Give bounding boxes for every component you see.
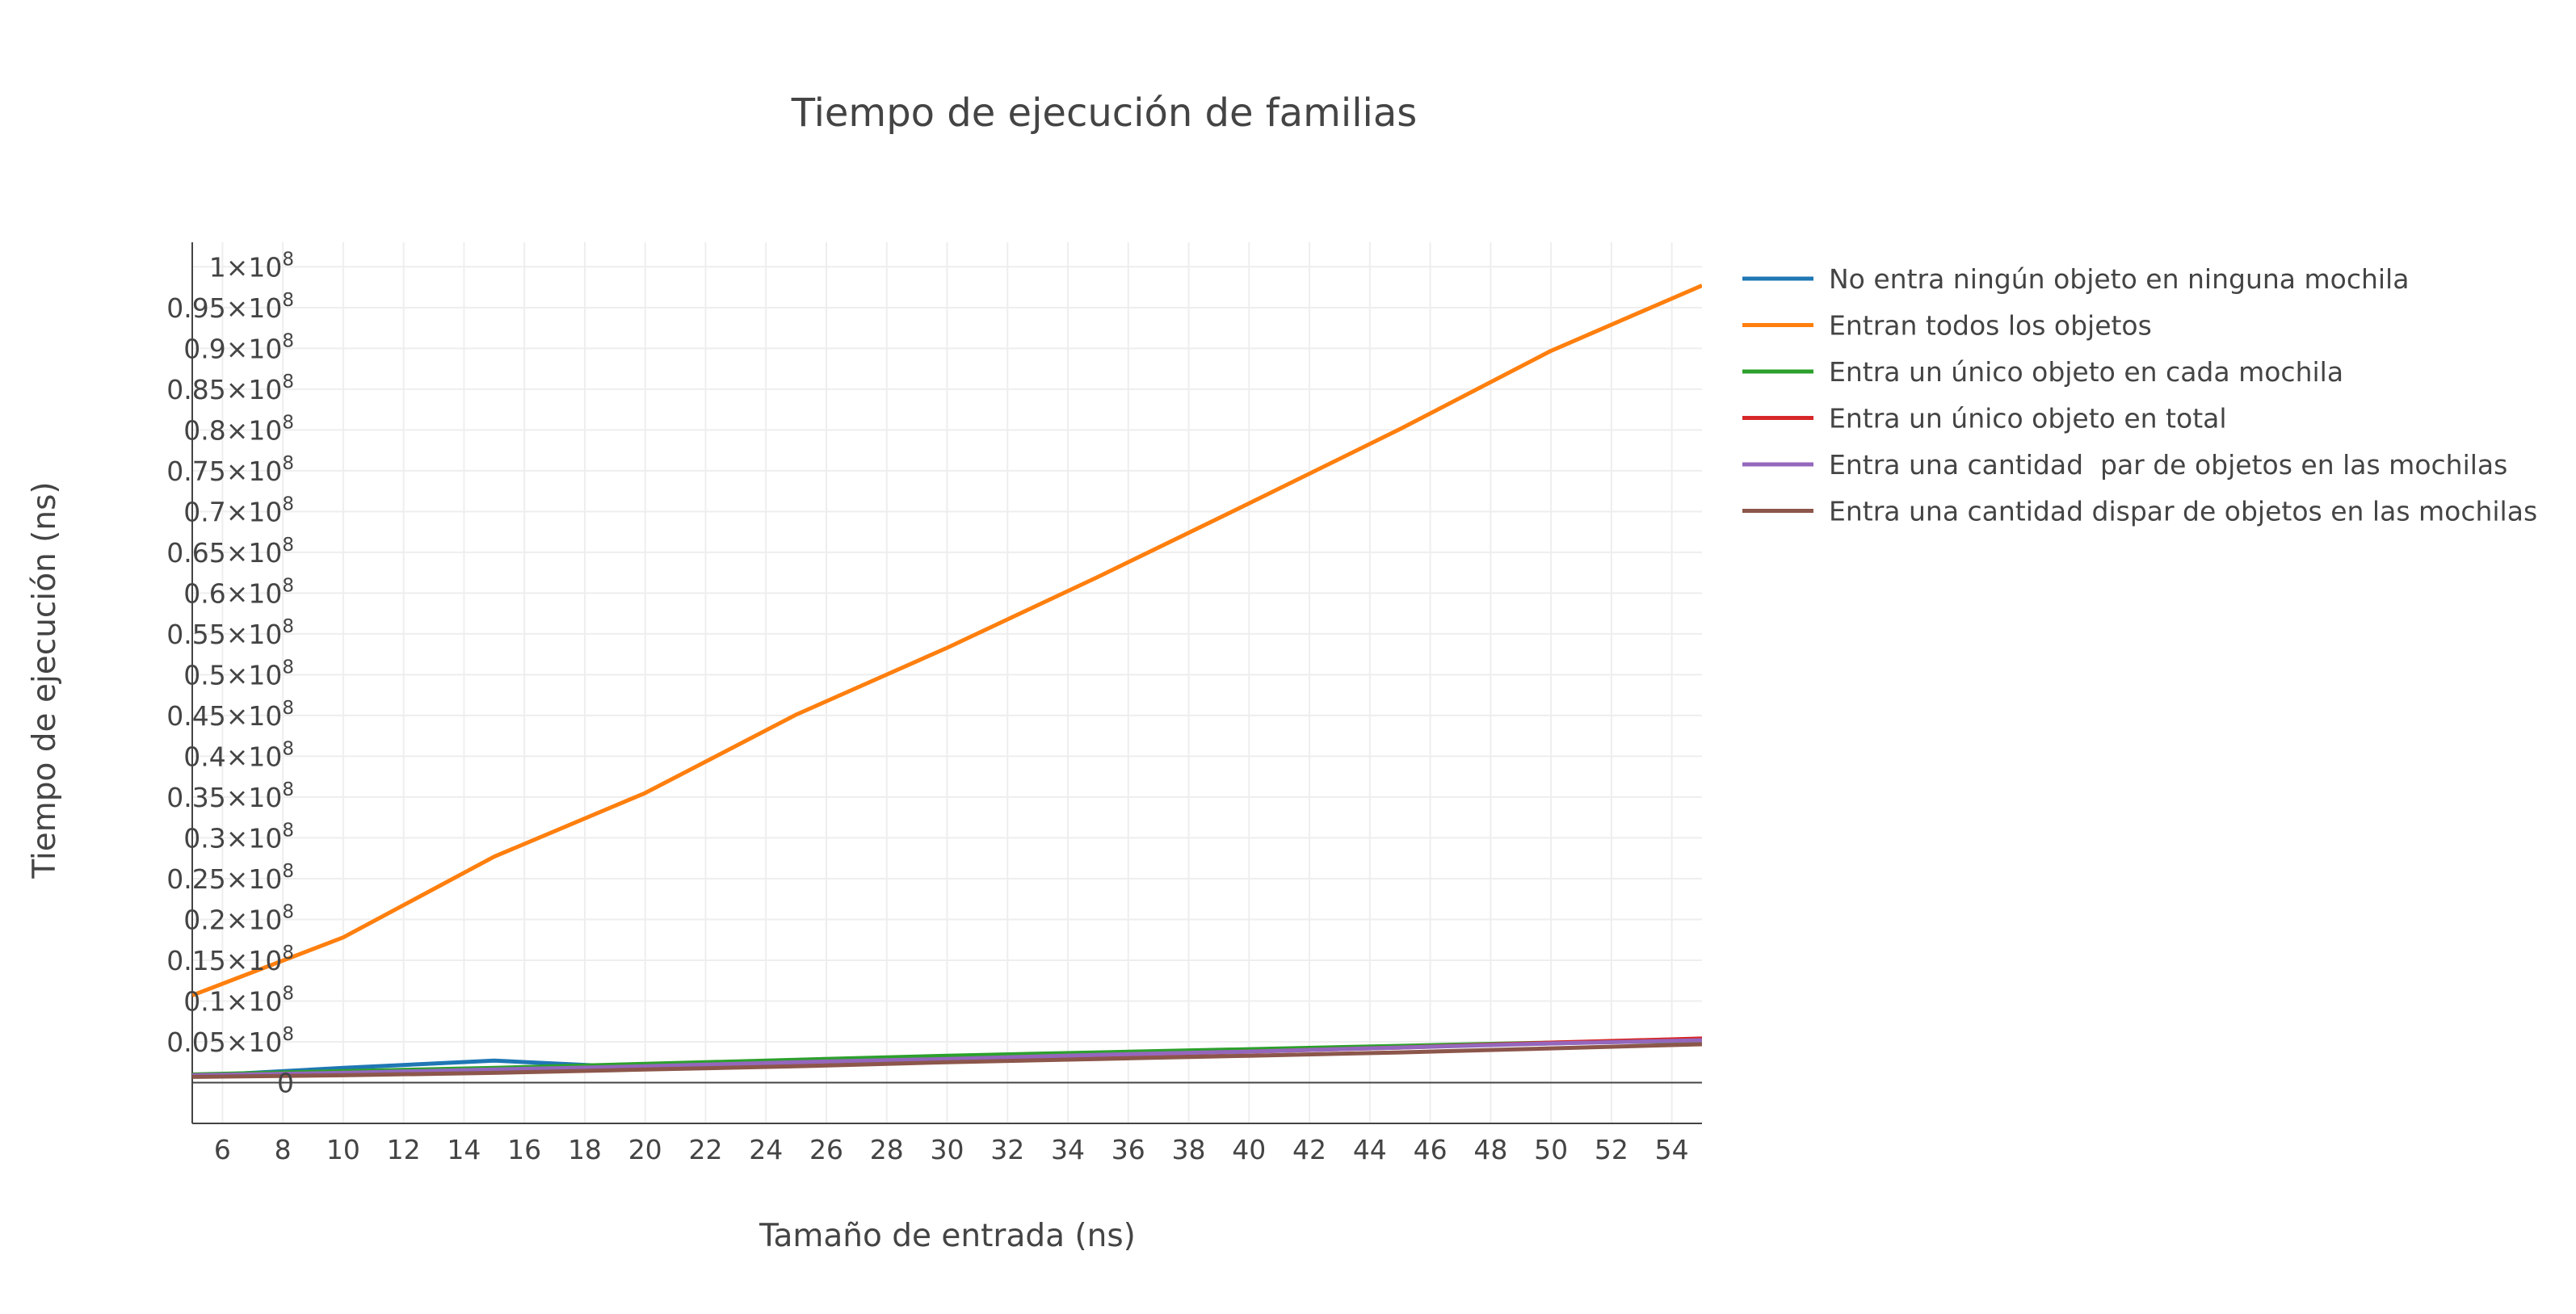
legend-label-0: No entra ningún objeto en ninguna mochil… [1829, 263, 2409, 295]
x-tick-label-12: 30 [931, 1134, 964, 1165]
y-tick-label-5: 0.25×108 [166, 861, 294, 895]
legend-label-3: Entra un único objeto en total [1829, 403, 2227, 435]
y-tick-label-2: 0.1×108 [183, 983, 294, 1017]
x-tick-label-23: 52 [1595, 1134, 1628, 1165]
series-line-1 [192, 283, 1702, 997]
x-tick-label-18: 42 [1292, 1134, 1326, 1165]
x-tick-label-1: 8 [275, 1134, 292, 1165]
y-tick-label-9: 0.45×108 [166, 698, 294, 732]
x-tick-label-9: 24 [749, 1134, 783, 1165]
x-tick-label-14: 34 [1051, 1134, 1085, 1165]
legend: No entra ningún objeto en ninguna mochil… [1742, 263, 2537, 527]
x-tick-label-0: 6 [214, 1134, 231, 1165]
x-tick-label-11: 28 [870, 1134, 904, 1165]
y-tick-label-6: 0.3×108 [183, 820, 294, 854]
y-tick-label-13: 0.65×108 [166, 535, 294, 569]
x-tick-label-20: 46 [1414, 1134, 1448, 1165]
x-tick-label-3: 12 [387, 1134, 421, 1165]
y-tick-label-16: 0.8×108 [183, 412, 294, 446]
series-line-5 [192, 1042, 1702, 1079]
axes [191, 242, 1702, 1124]
x-tick-label-8: 22 [688, 1134, 722, 1165]
y-tick-label-14: 0.7×108 [183, 493, 294, 527]
y-tick-label-17: 0.85×108 [166, 372, 294, 405]
legend-label-2: Entra un único objeto en cada mochila [1829, 356, 2343, 388]
x-tick-label-13: 32 [990, 1134, 1024, 1165]
y-tick-label-15: 0.75×108 [166, 453, 294, 487]
series-lines [192, 283, 1702, 1079]
x-tick-label-10: 26 [809, 1134, 843, 1165]
y-tick-label-10: 0.5×108 [183, 657, 294, 691]
x-tick-label-21: 48 [1473, 1134, 1507, 1165]
y-tick-label-20: 1×108 [209, 249, 294, 283]
chart-title: Tiempo de ejecución de familias [791, 90, 1418, 136]
x-tick-label-15: 36 [1112, 1134, 1145, 1165]
y-tick-label-3: 0.15×108 [166, 942, 294, 976]
x-tick-label-16: 38 [1172, 1134, 1206, 1165]
tick-labels: 6 8 10 12 14 16 18 20 22 24 26 28 30 32 34 36 38 40 42 44 46… [166, 249, 1688, 1165]
y-tick-label-18: 0.9×108 [183, 330, 294, 364]
y-tick-label-7: 0.35×108 [166, 779, 294, 813]
y-tick-label-11: 0.55×108 [166, 616, 294, 650]
y-tick-label-4: 0.2×108 [183, 901, 294, 935]
legend-label-4: Entra una cantidad par de objetos en las… [1829, 449, 2507, 481]
y-tick-label-19: 0.95×108 [166, 290, 294, 324]
x-tick-label-2: 10 [326, 1134, 360, 1165]
legend-label-1: Entran todos los objetos [1829, 310, 2152, 342]
x-tick-label-19: 44 [1353, 1134, 1387, 1165]
x-tick-label-6: 18 [568, 1134, 602, 1165]
x-tick-label-17: 40 [1232, 1134, 1266, 1165]
x-tick-label-4: 14 [447, 1134, 481, 1165]
y-tick-label-12: 0.6×108 [183, 575, 294, 609]
x-axis-title: Tamaño de entrada (ns) [759, 1218, 1136, 1254]
series-line-4 [192, 1038, 1702, 1077]
y-tick-label-8: 0.4×108 [183, 738, 294, 772]
gridlines [192, 242, 1702, 1123]
x-tick-label-5: 16 [507, 1134, 541, 1165]
y-axis-title: Tiempo de ejecución (ns) [27, 481, 63, 879]
x-tick-label-22: 50 [1534, 1134, 1568, 1165]
y-tick-label-0: 0 [277, 1067, 294, 1098]
legend-label-5: Entra una cantidad dispar de objetos en … [1829, 496, 2537, 527]
y-tick-label-1: 0.05×108 [166, 1024, 294, 1058]
x-tick-label-24: 54 [1655, 1134, 1689, 1165]
x-tick-label-7: 20 [628, 1134, 662, 1165]
